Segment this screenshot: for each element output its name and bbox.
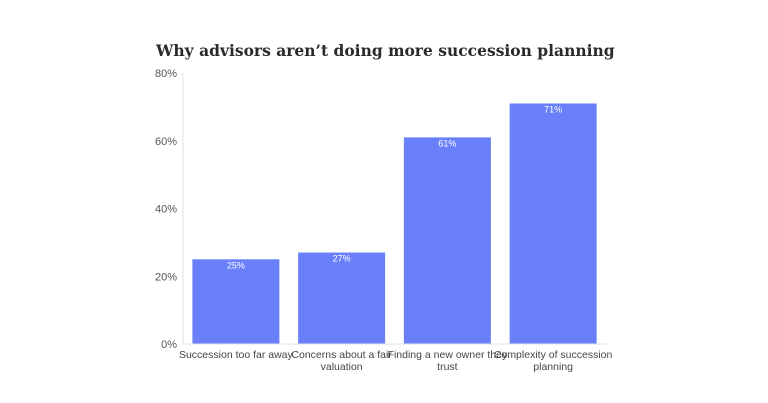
bar xyxy=(403,137,491,344)
x-category-label: Finding a new owner they trust xyxy=(388,349,508,373)
bar-value-label: 27% xyxy=(333,254,351,264)
y-tick-label: 0% xyxy=(161,339,177,351)
bar xyxy=(192,259,280,344)
bar xyxy=(298,252,386,344)
bar-value-label: 61% xyxy=(438,138,456,148)
y-axis: 0% 20% 40% 60% 80% xyxy=(155,68,184,351)
x-category-label: Succession too far away xyxy=(179,349,294,361)
y-tick-label: 80% xyxy=(155,68,177,80)
y-tick-label: 20% xyxy=(155,271,177,283)
bar-value-label: 25% xyxy=(227,260,245,270)
bars: 25% 27% 61% 71% xyxy=(192,103,597,344)
x-category-label: Complexity of succession planning xyxy=(494,349,613,373)
y-tick-label: 40% xyxy=(155,204,177,216)
bar-value-label: 71% xyxy=(544,104,562,114)
x-category-label: Concerns about a fair valuation xyxy=(291,349,392,373)
y-tick-label: 60% xyxy=(155,136,177,148)
bar xyxy=(509,103,597,344)
chart-title: Why advisors aren’t doing more successio… xyxy=(155,41,615,60)
